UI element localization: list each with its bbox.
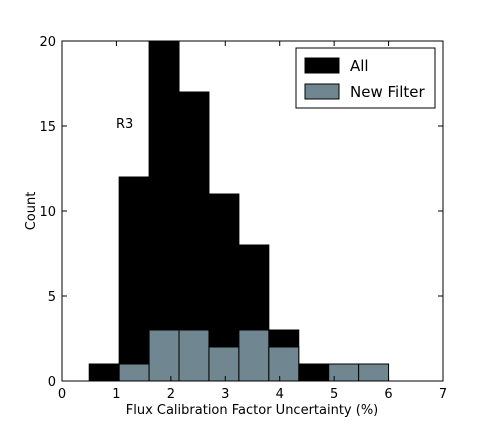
bar-new-filter-6 xyxy=(268,346,300,382)
bar-new-filter-3 xyxy=(178,329,210,382)
legend-swatch-all xyxy=(304,57,340,74)
y-tick-label: 5 xyxy=(48,290,56,305)
y-tick-label: 0 xyxy=(48,375,56,390)
bar-new-filter-1 xyxy=(118,363,150,382)
x-tick-label: 5 xyxy=(330,387,338,402)
x-tick-label: 0 xyxy=(58,387,66,402)
x-tick-label: 2 xyxy=(167,387,175,402)
bar-new-filter-8 xyxy=(328,363,360,382)
axis-ticks: 0 1 2 3 4 5 6 7 0 5 10 15 20 xyxy=(39,35,447,402)
bars-layer xyxy=(88,40,390,382)
annotation-label: R3 xyxy=(116,117,133,132)
legend-label-new-filter: New Filter xyxy=(350,83,425,101)
y-axis-label: Count xyxy=(24,192,39,231)
bar-all-7 xyxy=(298,363,330,382)
y-tick-label: 10 xyxy=(39,205,56,220)
bar-new-filter-2 xyxy=(148,329,180,382)
x-tick-label: 3 xyxy=(221,387,229,402)
bar-all-0 xyxy=(88,363,120,382)
x-tick-label: 7 xyxy=(439,387,447,402)
legend: All New Filter xyxy=(295,47,436,109)
x-tick-label: 1 xyxy=(112,387,120,402)
x-axis-label: Flux Calibration Factor Uncertainty (%) xyxy=(126,403,379,418)
y-tick-label: 15 xyxy=(39,120,56,135)
x-tick-label: 6 xyxy=(384,387,392,402)
bar-all-1 xyxy=(118,176,150,382)
y-tick-label: 20 xyxy=(39,35,56,50)
legend-swatch-new-filter xyxy=(304,83,340,100)
x-tick-label: 4 xyxy=(276,387,284,402)
bar-new-filter-5 xyxy=(238,329,270,382)
bar-new-filter-4 xyxy=(208,346,240,382)
bar-new-filter-9 xyxy=(358,363,390,382)
legend-label-all: All xyxy=(350,57,369,75)
